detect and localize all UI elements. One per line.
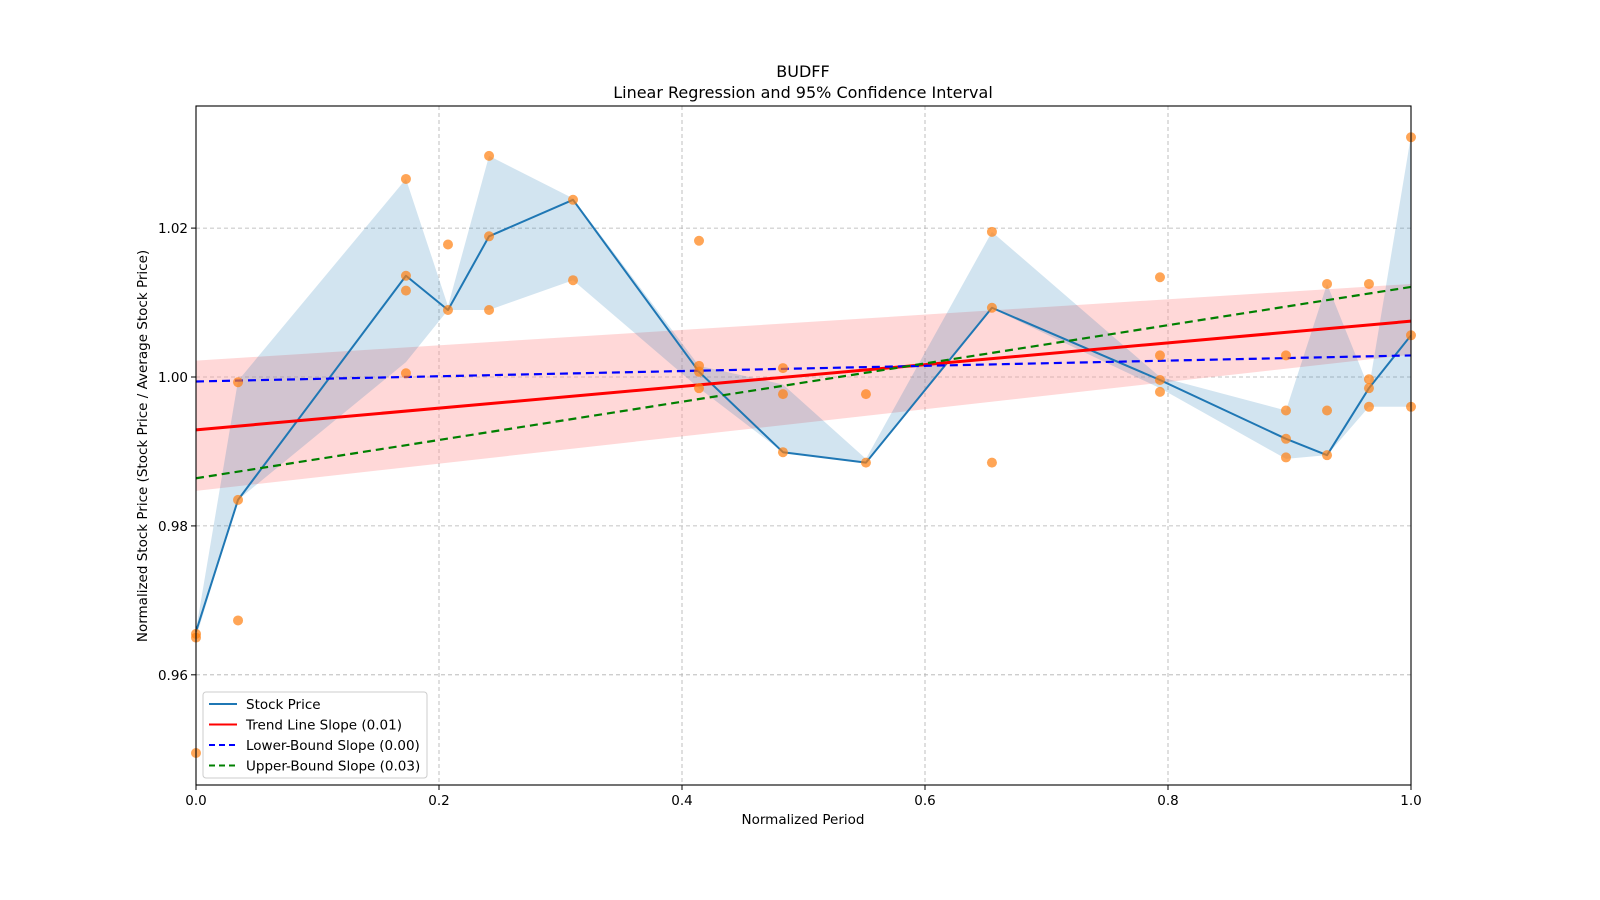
scatter-point [777, 389, 788, 400]
scatter-point [986, 226, 997, 237]
scatter-point [694, 383, 705, 394]
plot-frame [195, 105, 1412, 786]
scatter-point [1154, 374, 1165, 385]
x-tick-label: 1.0 [1400, 793, 1421, 809]
scatter-point [860, 457, 871, 468]
legend-label: Trend Line Slope (0.01) [245, 718, 402, 734]
scatter-point [1154, 350, 1165, 361]
scatter-point [860, 389, 871, 400]
scatter-point [1280, 350, 1291, 361]
scatter-point [694, 366, 705, 377]
trend-line [195, 319, 1412, 432]
y-axis-ticks: 0.96 0.98 1.00 1.02 [158, 221, 196, 684]
gridlines [196, 106, 1411, 785]
scatter-points [191, 132, 1416, 758]
scatter-point [694, 235, 705, 246]
scatter-point [233, 615, 244, 626]
y-tick-label: 0.96 [158, 668, 188, 684]
x-tick-label: 0.6 [914, 793, 935, 809]
y-tick-label: 0.98 [158, 519, 188, 535]
legend-label: Lower-Bound Slope (0.00) [246, 738, 420, 754]
scatter-point [442, 304, 453, 315]
x-tick-label: 0.2 [428, 793, 449, 809]
chart-title: BUDFF [776, 62, 829, 81]
y-axis-label: Normalized Stock Price (Stock Price / Av… [135, 250, 151, 642]
x-tick-label: 0.0 [185, 793, 206, 809]
trend-confidence-band [196, 283, 1411, 491]
scatter-point [400, 285, 411, 296]
legend-label: Upper-Bound Slope (0.03) [246, 759, 420, 775]
x-axis-label: Normalized Period [742, 812, 865, 828]
scatter-point [400, 173, 411, 184]
scatter-point [1363, 383, 1374, 394]
scatter-point [1280, 405, 1291, 416]
x-tick-label: 0.8 [1157, 793, 1178, 809]
scatter-point [484, 304, 495, 315]
lower-bound-slope-line [195, 354, 1412, 383]
scatter-point [777, 447, 788, 458]
scatter-point [484, 231, 495, 242]
scatter-point [233, 377, 244, 388]
scatter-point [400, 368, 411, 379]
scatter-point [442, 239, 453, 250]
scatter-point [568, 275, 579, 286]
scatter-point [1322, 278, 1333, 289]
scatter-point [1363, 401, 1374, 412]
x-axis-ticks: 0.0 0.2 0.4 0.6 0.8 1.0 [185, 785, 1422, 809]
legend-label: Stock Price [246, 697, 321, 713]
scatter-point [1280, 433, 1291, 444]
y-tick-label: 1.00 [158, 370, 188, 386]
scatter-point [1322, 450, 1333, 461]
confidence-bands [196, 135, 1411, 638]
legend-box [202, 691, 428, 779]
scatter-point [400, 270, 411, 281]
scatter-point [1363, 374, 1374, 385]
chart-subtitle: Linear Regression and 95% Confidence Int… [613, 83, 993, 102]
scatter-point [568, 194, 579, 205]
scatter-point [1363, 278, 1374, 289]
scatter-point [1154, 386, 1165, 397]
scatter-point [986, 457, 997, 468]
scatter-point [777, 363, 788, 374]
x-tick-label: 0.4 [671, 793, 692, 809]
upper-bound-slope-line [195, 285, 1412, 480]
legend: Stock Price Trend Line Slope (0.01) Lower-… [202, 691, 428, 779]
scatter-point [484, 150, 495, 161]
stock-price-confidence-band [196, 135, 1411, 638]
y-tick-label: 1.02 [158, 221, 188, 237]
scatter-point [233, 494, 244, 505]
scatter-point [1154, 272, 1165, 283]
scatter-point [1322, 405, 1333, 416]
scatter-point [1280, 452, 1291, 463]
scatter-point [986, 302, 997, 313]
